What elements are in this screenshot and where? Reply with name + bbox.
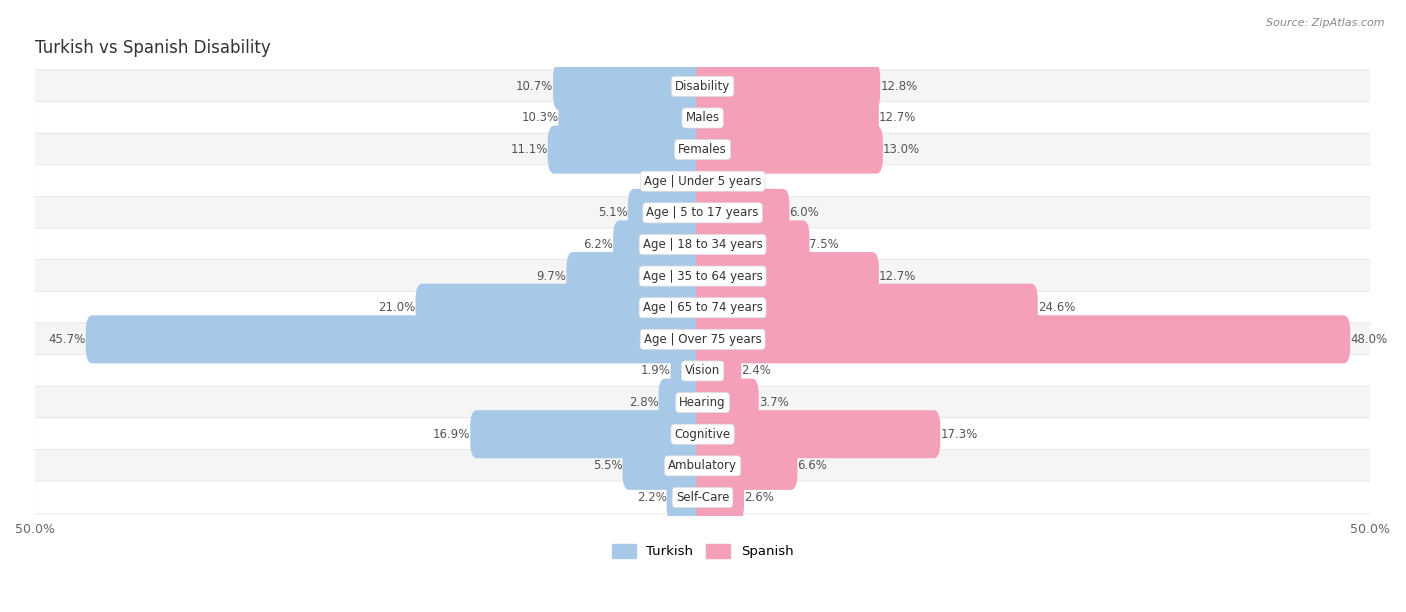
FancyBboxPatch shape: [696, 474, 744, 521]
FancyBboxPatch shape: [35, 354, 1371, 387]
Text: 16.9%: 16.9%: [433, 428, 470, 441]
Text: 21.0%: 21.0%: [378, 301, 416, 314]
FancyBboxPatch shape: [666, 474, 709, 521]
Text: 17.3%: 17.3%: [941, 428, 977, 441]
Text: Age | 35 to 64 years: Age | 35 to 64 years: [643, 270, 762, 283]
Text: 10.7%: 10.7%: [516, 80, 553, 93]
FancyBboxPatch shape: [696, 442, 797, 490]
FancyBboxPatch shape: [86, 315, 709, 364]
FancyBboxPatch shape: [696, 284, 1038, 332]
Text: Disability: Disability: [675, 80, 730, 93]
FancyBboxPatch shape: [35, 481, 1371, 514]
Text: Age | 5 to 17 years: Age | 5 to 17 years: [647, 206, 759, 219]
Text: 48.0%: 48.0%: [1350, 333, 1388, 346]
FancyBboxPatch shape: [613, 220, 709, 269]
Text: Cognitive: Cognitive: [675, 428, 731, 441]
Text: Males: Males: [686, 111, 720, 124]
FancyBboxPatch shape: [35, 259, 1371, 293]
FancyBboxPatch shape: [696, 379, 759, 427]
Text: 6.6%: 6.6%: [797, 460, 827, 472]
Text: 1.9%: 1.9%: [641, 365, 671, 378]
FancyBboxPatch shape: [682, 157, 709, 205]
Text: Females: Females: [678, 143, 727, 156]
FancyBboxPatch shape: [35, 449, 1371, 482]
FancyBboxPatch shape: [35, 418, 1371, 450]
FancyBboxPatch shape: [548, 125, 709, 174]
FancyBboxPatch shape: [696, 252, 879, 300]
FancyBboxPatch shape: [553, 62, 709, 110]
Text: 3.7%: 3.7%: [759, 396, 789, 409]
FancyBboxPatch shape: [558, 94, 709, 142]
Text: 1.1%: 1.1%: [651, 174, 682, 188]
Text: Age | 65 to 74 years: Age | 65 to 74 years: [643, 301, 762, 314]
Text: Age | Under 5 years: Age | Under 5 years: [644, 174, 762, 188]
FancyBboxPatch shape: [470, 410, 709, 458]
Text: 2.2%: 2.2%: [637, 491, 666, 504]
FancyBboxPatch shape: [35, 386, 1371, 419]
FancyBboxPatch shape: [567, 252, 709, 300]
FancyBboxPatch shape: [35, 133, 1371, 166]
Text: Source: ZipAtlas.com: Source: ZipAtlas.com: [1267, 18, 1385, 28]
FancyBboxPatch shape: [696, 62, 880, 110]
Text: 9.7%: 9.7%: [537, 270, 567, 283]
FancyBboxPatch shape: [35, 196, 1371, 230]
Text: 6.0%: 6.0%: [789, 206, 820, 219]
FancyBboxPatch shape: [658, 379, 709, 427]
FancyBboxPatch shape: [628, 189, 709, 237]
FancyBboxPatch shape: [671, 347, 709, 395]
Text: 2.4%: 2.4%: [741, 365, 772, 378]
FancyBboxPatch shape: [696, 157, 728, 205]
Text: 12.7%: 12.7%: [879, 270, 917, 283]
FancyBboxPatch shape: [696, 125, 883, 174]
Text: Hearing: Hearing: [679, 396, 725, 409]
Text: 24.6%: 24.6%: [1038, 301, 1076, 314]
Text: Self-Care: Self-Care: [676, 491, 730, 504]
FancyBboxPatch shape: [696, 315, 1350, 364]
FancyBboxPatch shape: [35, 102, 1371, 135]
FancyBboxPatch shape: [696, 220, 810, 269]
Text: 45.7%: 45.7%: [48, 333, 86, 346]
FancyBboxPatch shape: [696, 347, 741, 395]
FancyBboxPatch shape: [696, 94, 879, 142]
Text: 12.8%: 12.8%: [880, 80, 918, 93]
Text: Age | 18 to 34 years: Age | 18 to 34 years: [643, 238, 762, 251]
Text: 11.1%: 11.1%: [510, 143, 548, 156]
Text: Turkish vs Spanish Disability: Turkish vs Spanish Disability: [35, 40, 271, 58]
Text: 5.1%: 5.1%: [598, 206, 628, 219]
FancyBboxPatch shape: [623, 442, 709, 490]
FancyBboxPatch shape: [35, 70, 1371, 103]
Text: Age | Over 75 years: Age | Over 75 years: [644, 333, 762, 346]
FancyBboxPatch shape: [35, 291, 1371, 324]
FancyBboxPatch shape: [416, 284, 709, 332]
Text: 13.0%: 13.0%: [883, 143, 920, 156]
Text: Vision: Vision: [685, 365, 720, 378]
Text: 10.3%: 10.3%: [522, 111, 558, 124]
FancyBboxPatch shape: [35, 165, 1371, 198]
FancyBboxPatch shape: [35, 228, 1371, 261]
Text: Ambulatory: Ambulatory: [668, 460, 737, 472]
Legend: Turkish, Spanish: Turkish, Spanish: [606, 539, 799, 564]
FancyBboxPatch shape: [696, 189, 789, 237]
FancyBboxPatch shape: [696, 410, 941, 458]
Text: 2.6%: 2.6%: [744, 491, 773, 504]
Text: 5.5%: 5.5%: [593, 460, 623, 472]
Text: 2.8%: 2.8%: [628, 396, 658, 409]
Text: 12.7%: 12.7%: [879, 111, 917, 124]
Text: 6.2%: 6.2%: [583, 238, 613, 251]
FancyBboxPatch shape: [35, 323, 1371, 356]
Text: 1.4%: 1.4%: [728, 174, 758, 188]
Text: 7.5%: 7.5%: [810, 238, 839, 251]
